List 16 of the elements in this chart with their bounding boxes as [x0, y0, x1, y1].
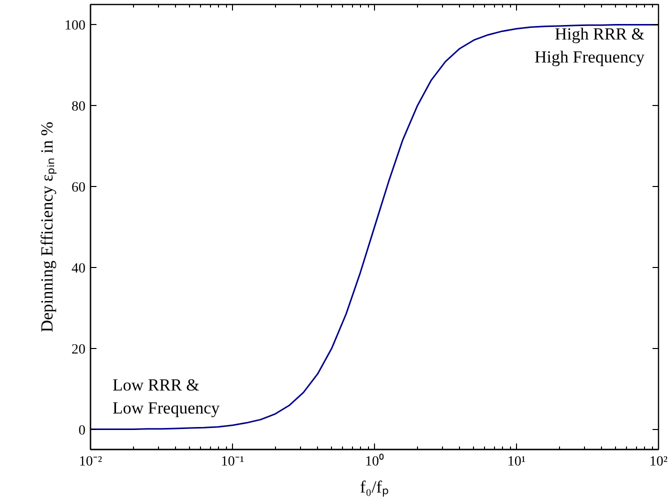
x-tick-label: 10⁻¹	[220, 454, 244, 470]
y-tick-label: 100	[64, 18, 86, 34]
annotation: High RRR & High Frequency	[534, 24, 645, 66]
x-axis-title: f₀/fₚ	[360, 478, 389, 498]
y-tick-label: 80	[72, 100, 86, 115]
x-tick-label: 10⁻²	[78, 454, 102, 470]
x-tick-label: 10¹	[507, 454, 526, 470]
line-series	[90, 24, 658, 430]
y-tick-label: 60	[72, 180, 86, 196]
x-tick-label: 10²	[649, 454, 668, 470]
y-tick-label: 20	[72, 342, 86, 358]
y-tick-label: 40	[72, 261, 86, 276]
y-axis-title: Depinning Efficiency εₚᵢₙ in %	[38, 122, 58, 332]
y-tick-label: 0	[78, 423, 86, 438]
annotation: Low RRR & Low Frequency	[112, 376, 220, 418]
x-tick-label: 10⁰	[365, 454, 384, 470]
